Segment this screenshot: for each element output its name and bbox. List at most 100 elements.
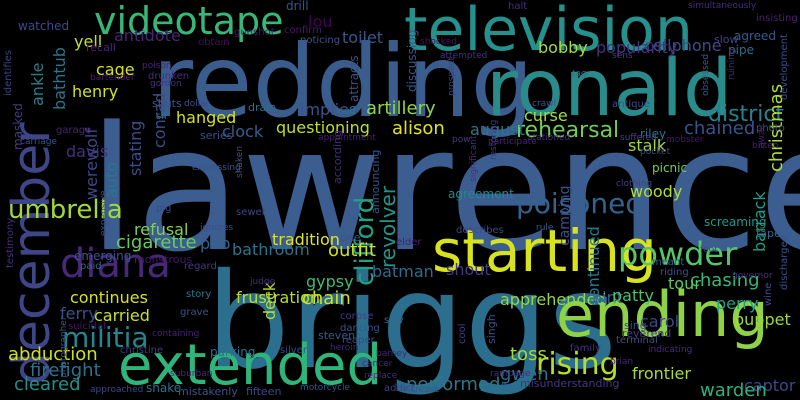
word-pipe: pipe (728, 43, 754, 57)
word-indicating: indicating (648, 345, 693, 355)
word-ruining: ruining (727, 48, 737, 80)
word-batman: batman (372, 262, 434, 281)
word-umbrella: umbrella (8, 195, 123, 225)
word-ankle: ankle (28, 62, 47, 107)
word-stating: stating (126, 120, 145, 176)
word-toss: toss (510, 344, 547, 365)
word-stationed: stationed (528, 133, 571, 143)
word-agreed: agreed (734, 29, 777, 43)
word-dancing: dancing (340, 323, 380, 334)
word-warden: warden (700, 380, 767, 400)
word-sewer: sewer (236, 207, 266, 218)
word-artillery: artillery (366, 98, 436, 119)
word-wine: wine (763, 282, 774, 306)
word-approached: approached (90, 385, 144, 395)
word-pocket: pocket (640, 147, 671, 157)
word-bartender: bartender (90, 73, 135, 83)
word-tradition: tradition (272, 230, 340, 249)
word-abduction: abduction (8, 344, 98, 365)
word-gypsy: gypsy (306, 272, 354, 291)
word-reverend: reverend (622, 327, 672, 340)
word-development: development (779, 34, 790, 100)
word-toilet: toilet (342, 28, 384, 47)
word-agreement: agreement (448, 187, 514, 201)
word-insisting: insisting (756, 13, 798, 24)
word-ronald: ronald (486, 44, 733, 134)
word-pub: pub (200, 234, 231, 253)
word-continued: continued (584, 226, 603, 306)
word-pig: pig (156, 203, 172, 214)
word-perry: perry (716, 294, 759, 313)
word-watched: watched (18, 19, 70, 33)
word-diana: diana (60, 241, 171, 287)
word-videotape: videotape (94, 0, 284, 43)
word-governor: governor (732, 271, 773, 281)
word-riley: riley (640, 127, 667, 141)
word-questioning: questioning (276, 118, 370, 137)
word-henry: henry (72, 82, 119, 101)
word-parking: parking (210, 345, 256, 359)
word-dollar: dollar (184, 99, 210, 109)
word-drain: drain (248, 101, 277, 114)
word-steven: steven (318, 329, 356, 342)
word-garage: garage (56, 125, 92, 136)
word-corpse: corpse (340, 311, 374, 322)
word-noticing: noticing (300, 35, 341, 46)
word-foot: foot (700, 245, 718, 255)
word-appointment: appointment (318, 133, 376, 143)
word-rising: rising (536, 347, 619, 382)
word-lawrence: lawrence (88, 89, 800, 290)
word-motorcycle: motorcycle (300, 383, 351, 393)
word-loud: loud (336, 107, 356, 117)
word-gunshot: gunshot (234, 27, 275, 38)
word-frontier: frontier (632, 364, 691, 383)
word-announcing: announcing (369, 149, 382, 214)
word-starting: starting (432, 217, 657, 285)
word-lou: lou (308, 12, 333, 31)
word-barney: barney (376, 349, 408, 359)
word-carried: carried (94, 306, 150, 325)
word-discussing: discussing (405, 29, 419, 92)
word-hanged: hanged (176, 108, 237, 127)
word-television: television (404, 0, 693, 65)
word-suicidal: suicidal (68, 321, 106, 332)
word-bathroom: bathroom (232, 240, 310, 259)
word-crawl: crawl (532, 99, 557, 109)
word-bathtub: bathtub (50, 47, 69, 110)
word-recall: recall (86, 41, 116, 54)
word-expensive: expensive (99, 190, 109, 236)
word-picnic: picnic (652, 161, 688, 175)
word-apprehended: apprehended (500, 290, 607, 309)
word-extended: extended (118, 333, 383, 398)
word-regard: regard (184, 261, 217, 272)
word-judge: judge (250, 277, 276, 287)
word-prospect: prospect (447, 56, 457, 96)
word-masked: masked (11, 103, 25, 150)
word-series: series (200, 129, 233, 142)
word-mistakenly: mistakenly (178, 385, 238, 398)
word-werewolf: werewolf (82, 128, 101, 200)
word-sing: sing (624, 319, 647, 332)
word-bee: bee (340, 231, 361, 244)
word-cleared: cleared (14, 374, 81, 395)
word-clock: clock (222, 122, 264, 141)
word-slow: slow (714, 33, 739, 46)
word-identifies: identifies (3, 50, 14, 96)
word-photo: photo (756, 123, 785, 134)
word-monstrous: monstrous (134, 253, 193, 266)
word-cellphone: cellphone (644, 36, 722, 55)
word-shocked: shocked (420, 37, 457, 47)
word-expressing: expressing (192, 163, 241, 173)
word-containing: containing (152, 329, 200, 339)
word-mobster: mobster (666, 135, 704, 145)
word-shake: shake (146, 381, 182, 395)
word-camping: camping (557, 185, 573, 246)
word-increase: increase (402, 385, 440, 395)
word-misunderstanding: misunderstanding (520, 377, 620, 390)
word-firefight: firefight (30, 360, 101, 381)
word-gwen: gwen (500, 364, 549, 385)
word-paid: paid (80, 261, 102, 272)
word-davis: davis (66, 142, 109, 161)
word-cool: cool (457, 323, 468, 344)
